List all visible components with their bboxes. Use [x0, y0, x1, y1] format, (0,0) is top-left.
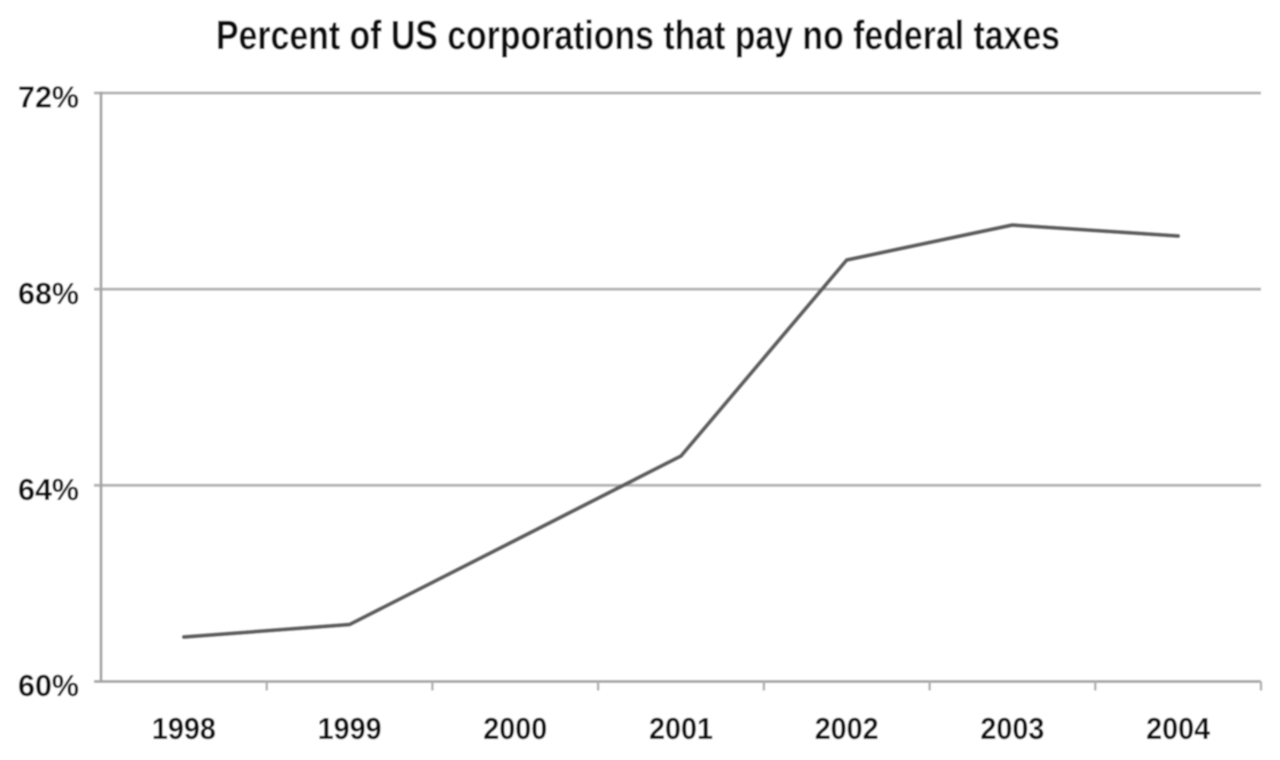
svg-text:1998: 1998 [152, 711, 216, 746]
svg-text:2001: 2001 [649, 711, 713, 746]
svg-text:2003: 2003 [980, 711, 1044, 746]
svg-text:Percent of US corporations tha: Percent of US corporations that pay no f… [216, 12, 1060, 58]
svg-text:68%: 68% [18, 276, 79, 311]
svg-text:64%: 64% [18, 472, 79, 507]
svg-text:60%: 60% [18, 668, 79, 703]
svg-text:72%: 72% [18, 80, 79, 115]
svg-text:2002: 2002 [815, 711, 879, 746]
svg-text:2000: 2000 [483, 711, 547, 746]
svg-text:2004: 2004 [1146, 711, 1211, 746]
svg-text:1999: 1999 [318, 711, 382, 746]
